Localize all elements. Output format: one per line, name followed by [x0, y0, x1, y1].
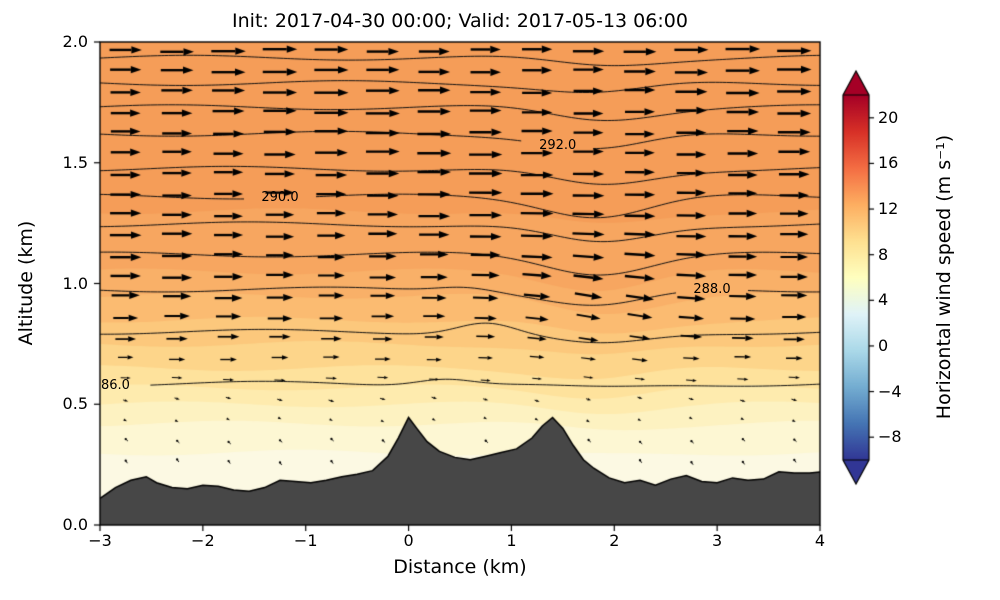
colorbar-tick-label: 8: [878, 244, 889, 264]
x-tick-label: −1: [293, 531, 318, 550]
x-tick-label: 4: [814, 531, 826, 550]
y-tick-label: 1.5: [62, 152, 88, 172]
y-tick-label: 1.0: [62, 273, 88, 293]
colorbar-tick-label: −8: [878, 427, 902, 447]
contour-label: 288.0: [693, 282, 731, 298]
y-tick-label: 0.0: [62, 515, 88, 534]
colorbar-tick-label: 16: [878, 153, 899, 173]
colorbar-tick-label: 0: [878, 335, 889, 355]
contour-label: 86.0: [100, 378, 130, 394]
colorbar-tick-label: 4: [878, 290, 889, 310]
contour-label: 292.0: [539, 138, 577, 154]
colorbar-label: Horizontal wind speed (m s⁻¹): [933, 134, 955, 420]
plot-title: Init: 2017-04-30 00:00; Valid: 2017-05-1…: [232, 10, 688, 32]
x-tick-label: 0: [403, 531, 414, 550]
x-axis-label: Distance (km): [393, 556, 527, 578]
colorbar-tick-label: 20: [878, 107, 899, 127]
x-tick-label: 2: [609, 531, 620, 550]
contour-label: 290.0: [261, 190, 299, 206]
y-tick-label: 2.0: [62, 32, 88, 51]
x-tick-label: 1: [506, 531, 517, 550]
x-tick-label: −3: [88, 531, 112, 550]
colorbar-tick-label: −4: [878, 381, 902, 401]
x-tick-label: 3: [712, 531, 723, 550]
x-tick-label: −2: [191, 531, 215, 550]
y-tick-label: 0.5: [62, 394, 88, 414]
colorbar-tick-label: 12: [878, 199, 899, 219]
